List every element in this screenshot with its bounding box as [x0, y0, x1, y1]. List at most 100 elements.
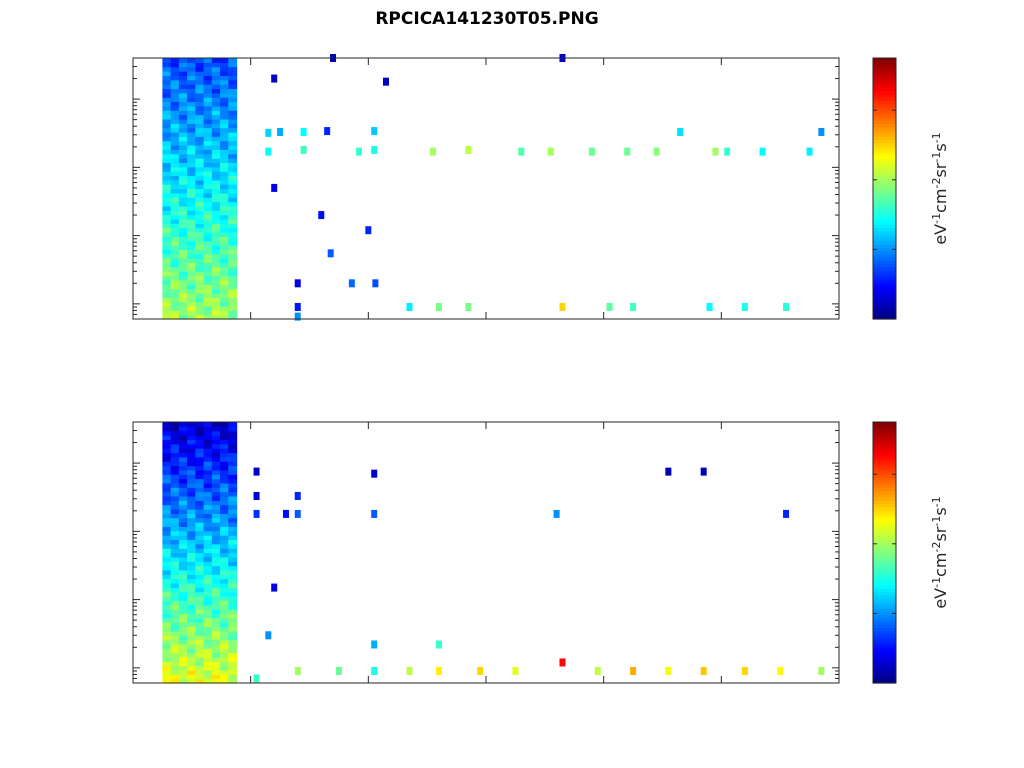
- heatmap-cell: [203, 626, 213, 632]
- heatmap-cell: [187, 482, 196, 488]
- heatmap-cell: [203, 175, 213, 181]
- heatmap-cell: [170, 556, 180, 562]
- heatmap-cell: [170, 201, 180, 207]
- colorbar-segment: [873, 168, 896, 173]
- heatmap-cell: [220, 262, 229, 268]
- heatmap-cell: [162, 669, 172, 675]
- heatmap-cell: [170, 84, 180, 90]
- heatmap-cell: [187, 262, 196, 268]
- heatmap-cell: [178, 474, 188, 480]
- heatmap-cell: [211, 452, 221, 458]
- heatmap-cell: [211, 188, 221, 194]
- heatmap-cell: [220, 448, 229, 454]
- heatmap-cell: [228, 188, 238, 194]
- heatmap-cell: [211, 62, 221, 68]
- colorbar-segment: [873, 136, 896, 141]
- heatmap-cell: [162, 443, 172, 449]
- heatmap-cell: [203, 288, 213, 294]
- colorbar-segment: [873, 656, 896, 661]
- heatmap-cell: [178, 184, 188, 190]
- heatmap-cell: [178, 561, 188, 567]
- heatmap-cell: [170, 101, 180, 107]
- heatmap-cell: [170, 301, 180, 307]
- heatmap-cell: [195, 591, 205, 597]
- colorbar-segment: [873, 565, 896, 570]
- heatmap-cell: [228, 596, 238, 601]
- heatmap-cell: [211, 284, 221, 290]
- heatmap-cell: [700, 666, 707, 675]
- heatmap-cell: [228, 223, 238, 229]
- heatmap-cell: [220, 140, 229, 146]
- heatmap-cell: [228, 262, 238, 268]
- heatmap-cell: [220, 201, 229, 207]
- heatmap-cell: [195, 500, 205, 506]
- heatmap-cell: [170, 552, 180, 558]
- heatmap-cell: [195, 622, 205, 628]
- heatmap-cell: [211, 92, 221, 98]
- heatmap-cell: [178, 118, 188, 124]
- heatmap-cell: [178, 422, 188, 427]
- colorbar-segment: [873, 139, 896, 144]
- heatmap-cell: [162, 465, 172, 471]
- heatmap-cell: [170, 578, 180, 584]
- heatmap-cell: [178, 71, 188, 76]
- heatmap-cell: [187, 297, 196, 303]
- heatmap-cell: [203, 504, 213, 510]
- heatmap-cell: [170, 179, 180, 185]
- heatmap-cell: [195, 448, 205, 454]
- heatmap-cell: [228, 556, 238, 562]
- colorbar-segment: [873, 555, 896, 560]
- heatmap-cell: [162, 661, 172, 667]
- heatmap-cell: [170, 448, 180, 454]
- heatmap-cell: [806, 147, 813, 156]
- colorbar-segment: [873, 260, 896, 265]
- heatmap-cell: [220, 275, 229, 281]
- heatmap-cell: [203, 275, 213, 281]
- heatmap-cell: [220, 578, 229, 584]
- heatmap-cell: [211, 552, 221, 558]
- heatmap-cell: [170, 127, 180, 133]
- colorbar-segment: [873, 519, 896, 524]
- heatmap-cell: [162, 153, 172, 159]
- heatmap-cell: [170, 504, 180, 510]
- heatmap-cell: [195, 439, 205, 445]
- heatmap-cell: [203, 301, 213, 307]
- heatmap-cell: [178, 140, 188, 146]
- heatmap-cell: [220, 643, 229, 649]
- colorbar-segment: [873, 296, 896, 301]
- colorbar-segment: [873, 435, 896, 439]
- heatmap-cell: [162, 504, 172, 510]
- heatmap-cell: [162, 565, 172, 571]
- colorbar-segment: [873, 74, 896, 79]
- heatmap-cell: [170, 118, 180, 124]
- heatmap-cell: [162, 118, 172, 124]
- heatmap-cell: [228, 218, 238, 224]
- heatmap-cell: [170, 613, 180, 619]
- colorbar-segment: [873, 428, 896, 433]
- heatmap-cell: [187, 314, 196, 320]
- heatmap-cell: [195, 556, 205, 562]
- heatmap-cell: [187, 123, 196, 129]
- heatmap-cell: [187, 456, 196, 462]
- heatmap-cell: [170, 543, 180, 549]
- heatmap-cell: [195, 491, 205, 497]
- heatmap-cell: [162, 105, 172, 111]
- heatmap-cell: [203, 101, 213, 107]
- heatmap-cell: [211, 110, 221, 116]
- colorbar-segment: [873, 470, 896, 475]
- heatmap-cell: [211, 288, 221, 294]
- heatmap-cell: [170, 305, 180, 311]
- heatmap-cell: [211, 205, 221, 211]
- heatmap-cell: [203, 530, 213, 536]
- heatmap-cell: [178, 565, 188, 571]
- heatmap-cell: [187, 504, 196, 510]
- heatmap-cell: [178, 626, 188, 632]
- heatmap-cell: [195, 430, 205, 436]
- unit-exponent: -2: [930, 542, 943, 553]
- heatmap-cell: [195, 643, 205, 649]
- heatmap-cell: [187, 487, 196, 493]
- heatmap-cell: [178, 639, 188, 645]
- heatmap-cell: [211, 509, 221, 514]
- heatmap-cell: [203, 197, 213, 203]
- heatmap-cell: [228, 236, 238, 242]
